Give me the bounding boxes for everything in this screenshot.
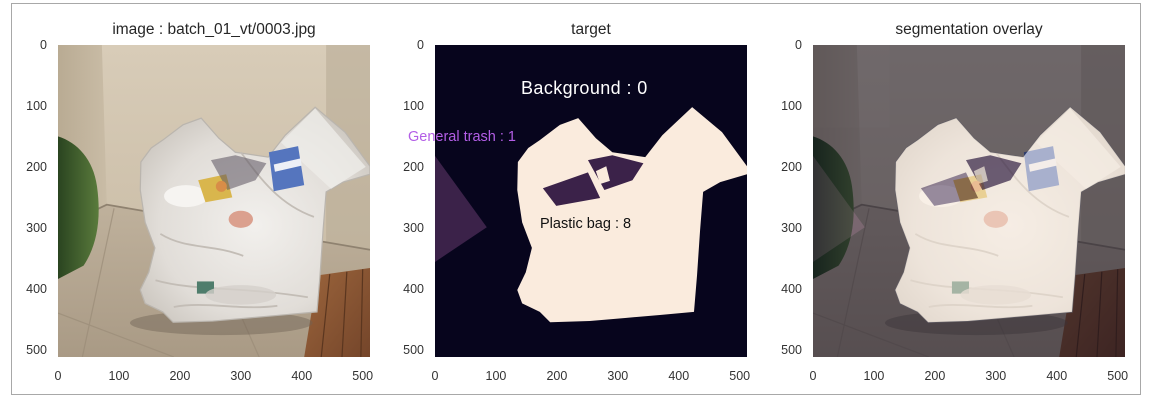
plastic-bag-class-label: Plastic bag : 8 <box>540 216 632 232</box>
x-tick-label: 400 <box>291 369 313 383</box>
overlay-panel: segmentation overlay 0 100 200 300 400 500 0 10… <box>781 21 1128 383</box>
x-tick-label: 300 <box>985 369 1007 383</box>
x-tick-label: 200 <box>924 369 946 383</box>
y-tick-label: 100 <box>403 98 424 113</box>
y-tick-label: 300 <box>781 220 802 235</box>
general-trash-class-label: General trash : 1 <box>408 129 516 145</box>
y-tick-label: 100 <box>781 98 802 113</box>
x-tick-label: 300 <box>230 369 252 383</box>
y-tick-label: 0 <box>40 38 47 52</box>
y-tick-label: 500 <box>26 342 47 357</box>
y-tick-label: 0 <box>417 38 424 52</box>
x-tick-label: 100 <box>485 369 507 383</box>
y-tick-label: 300 <box>403 220 424 235</box>
y-tick-label: 200 <box>26 159 47 174</box>
y-tick-label: 300 <box>26 220 47 235</box>
target-panel-title: target <box>571 21 611 38</box>
photo-image <box>58 45 370 357</box>
y-tick-label: 400 <box>403 281 424 296</box>
x-tick-label: 400 <box>1046 369 1068 383</box>
x-tick-label: 500 <box>1107 369 1129 383</box>
x-tick-label: 300 <box>607 369 629 383</box>
x-tick-label: 400 <box>668 369 690 383</box>
target-panel: target Background : 0 General trash : 1 … <box>403 21 750 383</box>
x-tick-label: 100 <box>863 369 885 383</box>
x-tick-label: 0 <box>809 369 817 383</box>
y-tick-label: 400 <box>26 281 47 296</box>
y-tick-label: 400 <box>781 281 802 296</box>
x-tick-label: 200 <box>546 369 568 383</box>
y-tick-label: 500 <box>403 342 424 357</box>
y-tick-label: 200 <box>403 159 424 174</box>
x-tick-label: 0 <box>431 369 439 383</box>
mask-overlay-layer <box>813 45 1125 357</box>
x-tick-label: 500 <box>352 369 374 383</box>
x-tick-label: 500 <box>729 369 751 383</box>
x-tick-label: 0 <box>54 369 62 383</box>
overlay-image <box>813 45 1125 357</box>
image-panel: image : batch_01_vt/0003.jpg <box>26 21 373 383</box>
y-tick-label: 200 <box>781 159 802 174</box>
figure-frame <box>11 3 1141 395</box>
y-tick-label: 500 <box>781 342 802 357</box>
image-panel-title: image : batch_01_vt/0003.jpg <box>112 21 316 38</box>
y-tick-label: 0 <box>795 38 802 52</box>
x-tick-label: 100 <box>108 369 130 383</box>
overlay-panel-title: segmentation overlay <box>895 21 1043 38</box>
y-tick-label: 100 <box>26 98 47 113</box>
background-class-label: Background : 0 <box>521 78 648 98</box>
x-tick-label: 200 <box>169 369 191 383</box>
